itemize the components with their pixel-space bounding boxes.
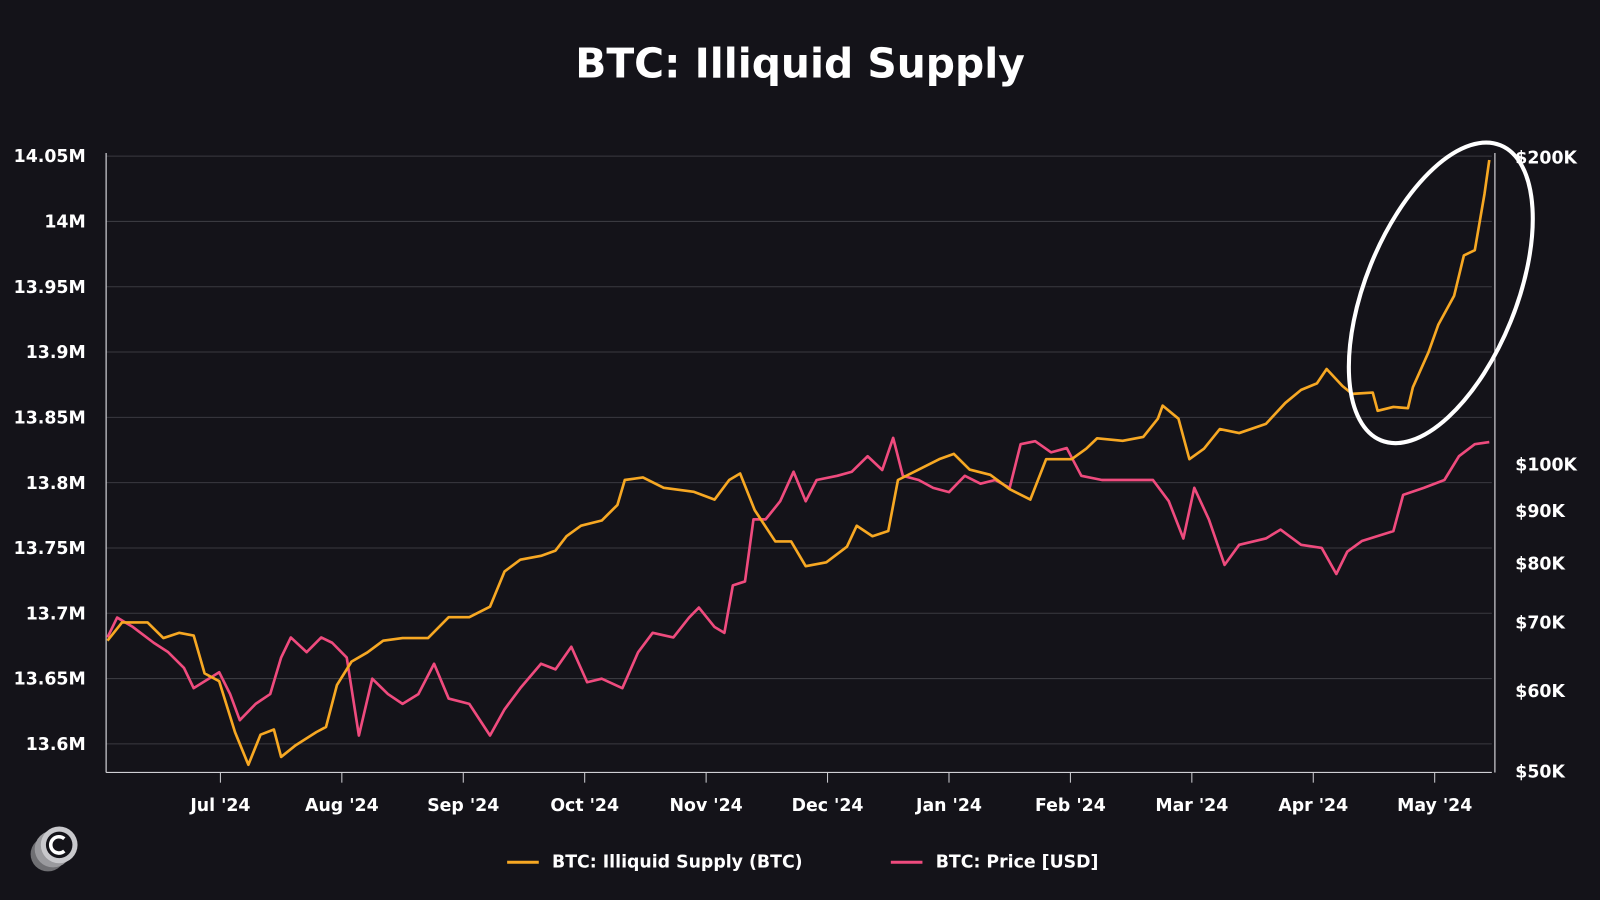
left-tick-label: 13.8M: [26, 474, 86, 494]
x-tick-label: Dec '24: [792, 796, 864, 816]
legend-label-illiquid-supply: BTC: Illiquid Supply (BTC): [552, 852, 803, 872]
right-tick-label: $90K: [1515, 502, 1565, 522]
x-tick-label: Nov '24: [670, 796, 743, 816]
left-tick-label: 13.95M: [14, 278, 86, 298]
left-axis: 14.05M 14M 13.95M 13.9M 13.85M 13.8M 13.75M 13.…: [14, 147, 86, 755]
x-axis: Jul '24 Aug '24 Sep '24 Oct '24 Nov '24 Dec '…: [189, 772, 1472, 816]
highlight-ellipse: [1346, 140, 1535, 446]
left-tick-label: 13.75M: [14, 539, 86, 559]
left-tick-label: 13.9M: [26, 343, 86, 363]
right-axis: $200K $100K $90K $80K $70K $60K $50K: [1515, 148, 1577, 782]
right-tick-label: $70K: [1515, 613, 1565, 633]
left-tick-label: 13.65M: [14, 670, 86, 690]
right-tick-label: $50K: [1515, 763, 1565, 783]
legend-label-btc-price: BTC: Price [USD]: [936, 852, 1099, 872]
right-tick-label: $100K: [1515, 455, 1577, 475]
x-tick-label: Oct '24: [550, 796, 619, 816]
left-tick-label: 13.7M: [26, 604, 86, 624]
right-tick-label: $80K: [1515, 554, 1565, 574]
right-tick-label: $200K: [1515, 148, 1577, 168]
x-tick-label: Sep '24: [427, 796, 499, 816]
x-tick-label: Jan '24: [915, 796, 982, 816]
x-tick-label: Aug '24: [305, 796, 379, 816]
series-line-illiquid-supply: [106, 159, 1491, 767]
series-line-btc-price: [106, 436, 1490, 737]
left-tick-label: 13.6M: [26, 735, 86, 755]
x-tick-label: Mar '24: [1155, 796, 1228, 816]
grid: [106, 155, 1492, 745]
right-tick-label: $60K: [1515, 682, 1565, 702]
left-tick-label: 14M: [44, 213, 85, 233]
left-tick-label: 13.85M: [14, 408, 86, 428]
x-tick-label: Apr '24: [1278, 796, 1348, 816]
x-tick-label: Feb '24: [1035, 796, 1106, 816]
logo: [30, 826, 78, 872]
x-tick-label: Jul '24: [189, 796, 250, 816]
chart-title: BTC: Illiquid Supply: [575, 40, 1025, 88]
x-tick-label: May '24: [1397, 796, 1472, 816]
left-tick-label: 14.05M: [14, 147, 86, 167]
legend: BTC: Illiquid Supply (BTC) BTC: Price [U…: [507, 852, 1098, 872]
